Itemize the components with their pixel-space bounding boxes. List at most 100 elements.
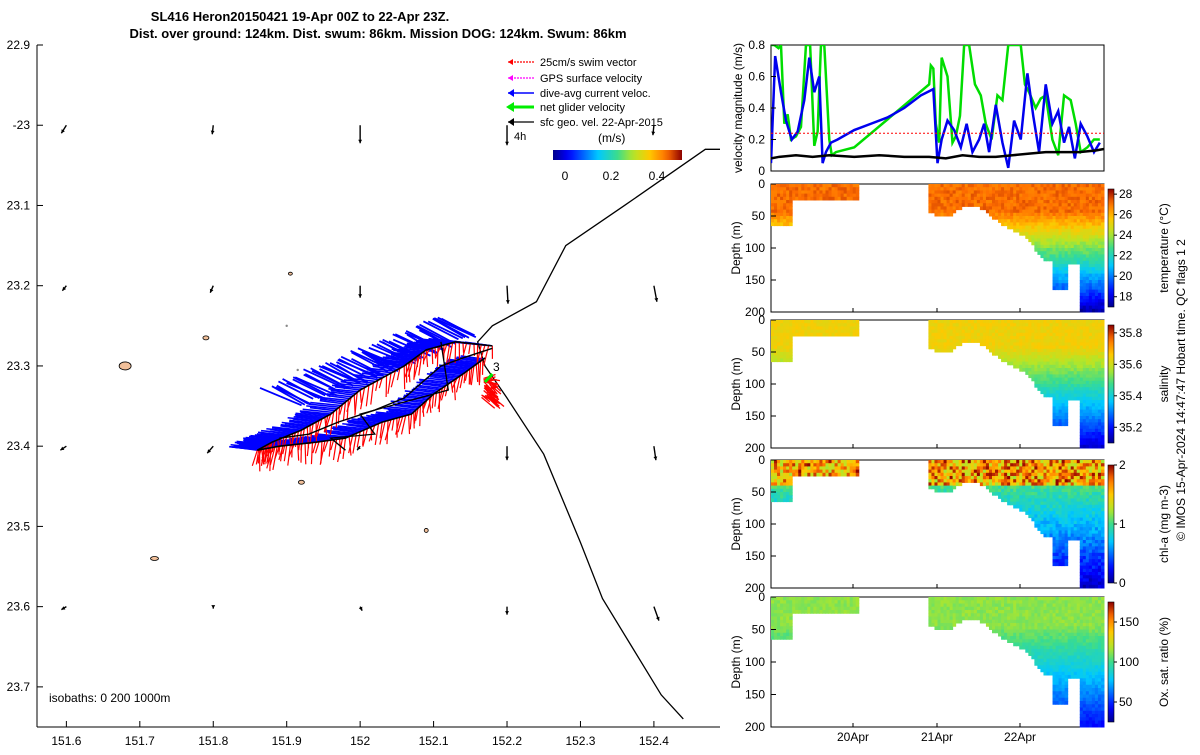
profile-cell	[1062, 330, 1066, 334]
profile-cell	[1077, 219, 1081, 223]
profile-cell	[1059, 274, 1063, 278]
profile-cell	[1019, 200, 1023, 204]
profile-cell	[944, 623, 948, 627]
profile-cell	[968, 476, 972, 480]
profile-cell	[1040, 213, 1044, 217]
profile-cell	[1098, 267, 1102, 271]
profile-cell	[928, 333, 932, 337]
profile-cell	[829, 333, 833, 337]
profile-cell	[1077, 339, 1081, 343]
profile-cell	[1053, 502, 1057, 506]
profile-cell	[1050, 514, 1054, 518]
profile-cell	[1086, 384, 1090, 388]
profile-cell	[1034, 482, 1038, 486]
profile-cell	[1016, 206, 1020, 210]
profile-cell	[1092, 540, 1096, 544]
profile-cell	[1053, 277, 1057, 281]
profile-cell	[774, 352, 778, 356]
profile-cell	[959, 473, 963, 477]
profile-cell	[1068, 320, 1072, 324]
profile-cell	[1092, 562, 1096, 566]
profile-cell	[983, 323, 987, 327]
profile-cell	[783, 355, 787, 359]
profile-cell	[1095, 245, 1099, 249]
profile-cell	[774, 610, 778, 614]
profile-cell	[1031, 460, 1035, 464]
profile-cell	[992, 184, 996, 188]
profile-cell	[1086, 553, 1090, 557]
profile-cell	[928, 470, 932, 474]
profile-cell	[1013, 498, 1017, 502]
profile-cell	[1101, 251, 1105, 255]
profile-cell	[1037, 482, 1041, 486]
profile-cell	[1059, 280, 1063, 284]
profile-cell	[771, 476, 775, 480]
profile-cell	[1086, 492, 1090, 496]
profile-cell	[1068, 489, 1072, 493]
profile-cell	[1080, 445, 1084, 449]
profile-cell	[1053, 479, 1057, 483]
profile-cell	[1098, 238, 1102, 242]
profile-cell	[1028, 238, 1032, 242]
profile-cell	[1101, 422, 1105, 426]
profile-cell	[1071, 336, 1075, 340]
map-y-tick-label: 23.6	[7, 600, 31, 614]
profile-cell	[850, 597, 854, 601]
profile-cell	[1056, 362, 1060, 366]
profile-cell	[1083, 194, 1087, 198]
profile-cell	[1092, 527, 1096, 531]
profile-cell	[1059, 333, 1063, 337]
profile-cell	[928, 617, 932, 621]
profile-cell	[1071, 394, 1075, 398]
profile-cell	[995, 333, 999, 337]
profile-cell	[1053, 274, 1057, 278]
colorbar-tick-label: 0	[1119, 576, 1126, 590]
profile-cell	[1053, 213, 1057, 217]
profile-cell	[989, 190, 993, 194]
profile-cell	[786, 617, 790, 621]
profile-cell	[1010, 349, 1014, 353]
profile-cell	[850, 194, 854, 198]
profile-cell	[1050, 362, 1054, 366]
profile-cell	[1022, 320, 1026, 324]
profile-cell	[1025, 339, 1029, 343]
profile-cell	[1065, 400, 1069, 404]
profile-cell	[1098, 476, 1102, 480]
profile-cell	[1077, 390, 1081, 394]
colorbar-tick-label: 22	[1119, 249, 1133, 263]
profile-cell	[1086, 277, 1090, 281]
profile-cell	[1074, 378, 1078, 382]
profile-cell	[825, 607, 829, 611]
profile-cell	[1089, 502, 1093, 506]
profile-cell	[792, 607, 796, 611]
profile-cell	[931, 190, 935, 194]
profile-cell	[1034, 336, 1038, 340]
profile-cell	[1050, 330, 1054, 334]
profile-cell	[1031, 505, 1035, 509]
profile-cell	[777, 486, 781, 490]
profile-cell	[1074, 498, 1078, 502]
profile-cell	[780, 339, 784, 343]
profile-cell	[1034, 378, 1038, 382]
profile-cell	[1083, 306, 1087, 310]
profile-cell	[968, 184, 972, 188]
profile-cell	[956, 473, 960, 477]
profile-cell	[1043, 254, 1047, 258]
profile-cell	[780, 620, 784, 624]
profile-cell	[1083, 213, 1087, 217]
profile-cell	[1074, 258, 1078, 262]
profile-cell	[1071, 248, 1075, 252]
profile-cell	[1059, 460, 1063, 464]
profile-cell	[1092, 505, 1096, 509]
profile-cell	[771, 479, 775, 483]
profile-cell	[1089, 352, 1093, 356]
profile-cell	[1059, 495, 1063, 499]
profile-cell	[1046, 200, 1050, 204]
profile-cell	[780, 626, 784, 630]
profile-cell	[1095, 216, 1099, 220]
profile-cell	[1077, 342, 1081, 346]
profile-cell	[1019, 365, 1023, 369]
profile-cell	[986, 326, 990, 330]
profile-cell	[1007, 226, 1011, 230]
profile-cell	[1040, 349, 1044, 353]
